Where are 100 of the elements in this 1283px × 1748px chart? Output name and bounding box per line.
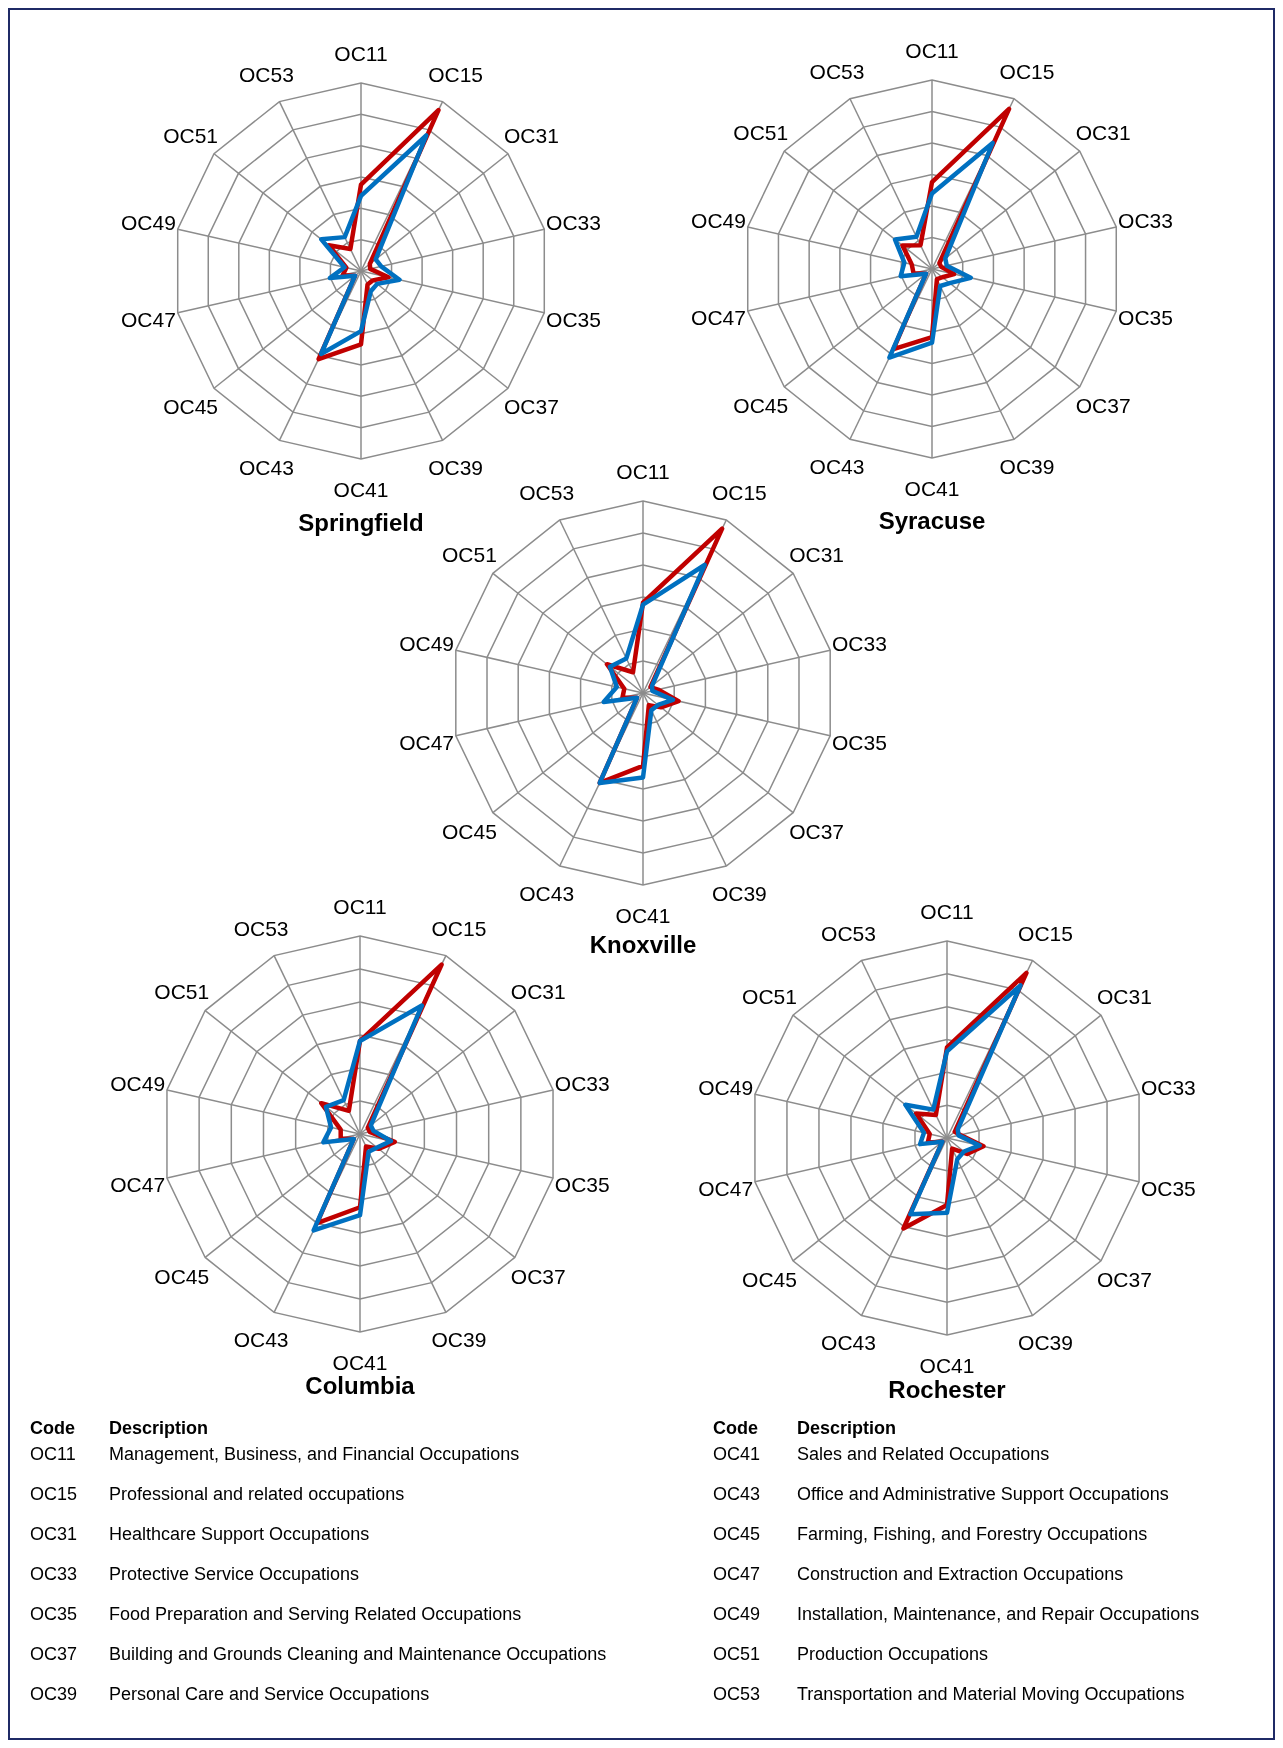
spoke-label: OC11 [905, 38, 959, 62]
spoke-label: OC45 [154, 1264, 210, 1288]
spoke-label: OC47 [110, 1173, 166, 1197]
spoke-label: OC45 [742, 1268, 797, 1292]
spoke-label: OC47 [121, 308, 176, 332]
text: Sales and Related Occupations [797, 1444, 1050, 1465]
spoke-label: OC39 [999, 454, 1055, 478]
spoke-label: OC31 [789, 543, 844, 567]
text: Management, Business, and Financial Occupations [109, 1444, 520, 1465]
spoke-label: OC39 [711, 881, 767, 905]
spoke-label: OC41 [332, 1350, 388, 1374]
spoke-label: OC49 [110, 1071, 166, 1095]
spoke-label: OC49 [698, 1075, 754, 1099]
spoke-label: OC43 [519, 881, 575, 905]
spoke-label: OC53 [809, 60, 865, 84]
spoke-label: OC47 [698, 1177, 754, 1201]
spoke-label: OC53 [233, 917, 289, 941]
spoke-label: OC41 [615, 903, 671, 927]
spoke-label: OC45 [163, 395, 218, 419]
spoke-label: OC37 [504, 395, 559, 419]
spoke-label: OC39 [1018, 1331, 1073, 1355]
spoke-label: OC45 [733, 394, 789, 418]
spoke-label: OC11 [334, 41, 388, 65]
text: OC45 [713, 1524, 761, 1545]
text: OC53 [713, 1684, 761, 1705]
text: Installation, Maintenance, and Repair Occupations [797, 1604, 1200, 1625]
text: OC51 [713, 1644, 761, 1665]
spoke-label: OC41 [333, 477, 389, 501]
text: Description [797, 1418, 897, 1439]
text: Office and Administrative Support Occupations [797, 1484, 1169, 1505]
text: OC15 [30, 1484, 78, 1505]
spoke-label: OC35 [1118, 306, 1173, 330]
spoke-label: OC51 [733, 120, 789, 144]
spoke-label: OC49 [691, 208, 746, 232]
spoke-label: OC37 [510, 1264, 566, 1288]
text: Food Preparation and Serving Related Occupations [109, 1604, 522, 1625]
spoke-label: OC41 [904, 476, 960, 500]
text: Columbia [304, 1372, 416, 1400]
text: OC11 [30, 1444, 76, 1465]
spoke-label: OC35 [554, 1173, 610, 1197]
spoke-label: OC53 [238, 63, 294, 87]
spoke-label: OC11 [333, 894, 387, 918]
spoke-label: OC11 [920, 899, 974, 923]
text: OC33 [30, 1564, 78, 1585]
text: Healthcare Support Occupations [109, 1524, 370, 1545]
spoke-label: OC43 [821, 1331, 876, 1355]
spoke-label: OC53 [821, 921, 876, 945]
text: OC49 [713, 1604, 761, 1625]
text: Production Occupations [797, 1644, 989, 1665]
text: OC43 [713, 1484, 761, 1505]
text: Construction and Extraction Occupations [797, 1564, 1124, 1585]
spoke-label: OC51 [163, 123, 218, 147]
text: Code [713, 1418, 758, 1439]
text: OC35 [30, 1604, 78, 1625]
spoke-label: OC43 [809, 454, 865, 478]
text: OC41 [713, 1444, 761, 1465]
text: OC47 [713, 1564, 761, 1585]
spoke-label: OC35 [546, 308, 601, 332]
spoke-label: OC33 [1118, 208, 1173, 232]
spoke-label: OC51 [154, 980, 210, 1004]
text: Personal Care and Service Occupations [109, 1684, 430, 1705]
spoke-label: OC31 [1075, 120, 1131, 144]
spoke-label: OC33 [546, 210, 601, 234]
spoke-label: OC39 [428, 455, 484, 479]
text: OC39 [30, 1684, 78, 1705]
spoke-label: OC53 [519, 481, 575, 505]
text: OC31 [30, 1524, 78, 1545]
text: Rochester [887, 1376, 1007, 1404]
spoke-label: OC15 [431, 917, 487, 941]
text: Description [109, 1418, 209, 1439]
spoke-label: OC45 [442, 819, 497, 843]
text: Springfield [297, 509, 425, 537]
spoke-label: OC49 [399, 632, 454, 656]
spoke-label: OC47 [691, 306, 746, 330]
spoke-label: OC47 [399, 730, 454, 754]
spoke-label: OC31 [510, 980, 566, 1004]
spoke-label: OC15 [1018, 921, 1073, 945]
spoke-label: OC15 [428, 63, 484, 87]
spoke-label: OC37 [1097, 1268, 1152, 1292]
spoke-label: OC31 [1097, 984, 1152, 1008]
text: Knoxville [589, 931, 697, 958]
text: Building and Grounds Cleaning and Maintenance Occupations [109, 1644, 607, 1665]
spoke-label: OC35 [832, 730, 887, 754]
text: Code [30, 1418, 75, 1439]
spoke-label: OC33 [554, 1071, 610, 1095]
spoke-label: OC49 [121, 210, 176, 234]
spoke-label: OC39 [431, 1327, 487, 1351]
spoke-label: OC35 [1140, 1177, 1196, 1201]
spoke-label: OC43 [238, 455, 294, 479]
spoke-label: OC41 [919, 1353, 975, 1377]
text: Farming, Fishing, and Forestry Occupations [797, 1524, 1148, 1545]
text: Transportation and Material Moving Occupations [797, 1684, 1185, 1705]
spoke-label: OC15 [711, 481, 767, 505]
text: Protective Service Occupations [109, 1564, 360, 1585]
spoke-label: OC51 [742, 984, 797, 1008]
spoke-label: OC33 [1140, 1075, 1196, 1099]
spoke-label: OC33 [832, 632, 887, 656]
spoke-label: OC31 [504, 123, 559, 147]
spoke-label: OC37 [789, 819, 844, 843]
text: Professional and related occupations [109, 1484, 405, 1505]
